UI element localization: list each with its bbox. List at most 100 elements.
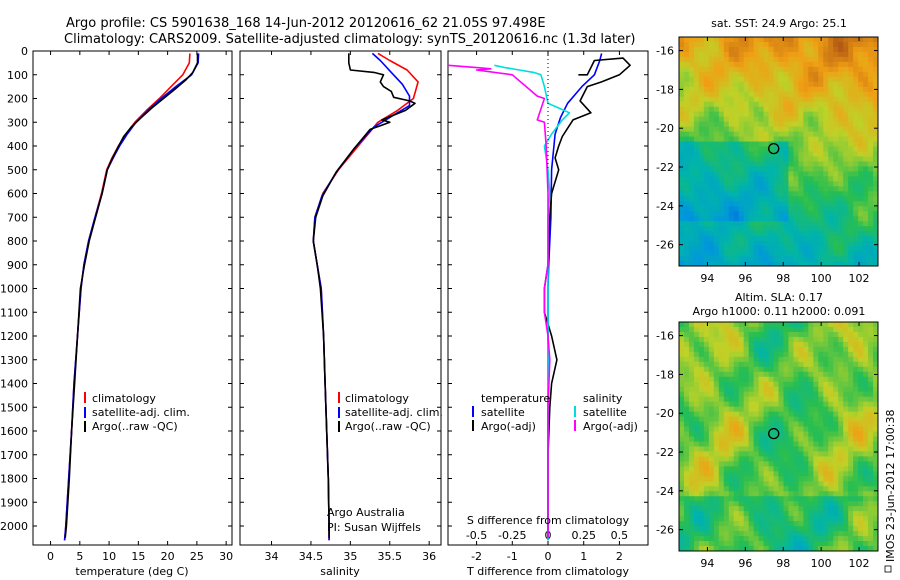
map-cell — [743, 91, 750, 98]
map-cell — [688, 146, 695, 153]
map-cell — [713, 201, 720, 207]
map-cell — [788, 261, 795, 266]
map-cell — [713, 146, 720, 153]
map-cell — [693, 51, 700, 58]
map-cell — [733, 421, 740, 428]
map-cell — [683, 546, 690, 551]
map-cell — [813, 491, 819, 497]
map-cell — [868, 206, 874, 212]
map-cell — [748, 401, 755, 408]
map-cell — [748, 121, 755, 128]
map-cell — [748, 421, 755, 428]
map-cell — [743, 131, 750, 138]
map-cell — [798, 371, 804, 378]
map-cell — [743, 41, 750, 48]
map-cell — [753, 126, 760, 133]
map-cell — [743, 181, 750, 187]
map-cell — [753, 146, 760, 153]
map-cell — [833, 476, 839, 482]
map-cell — [853, 486, 859, 492]
map-cell — [753, 476, 760, 482]
map-cell — [753, 256, 760, 262]
map-cell — [843, 201, 849, 207]
map-cell — [808, 226, 814, 232]
map-cell — [743, 116, 750, 123]
map-cell — [703, 322, 710, 328]
map-cell — [868, 471, 874, 477]
map-cell — [818, 471, 824, 477]
map-cell — [788, 41, 795, 48]
map-cell — [733, 171, 740, 177]
map-cell — [813, 381, 819, 388]
map-cell — [679, 126, 685, 133]
map-cell — [728, 241, 735, 247]
map-cell — [848, 181, 854, 187]
map-cell — [703, 436, 710, 443]
map-cell — [728, 196, 735, 202]
map-cell — [873, 221, 878, 227]
map-cell — [783, 201, 790, 207]
map-cell — [853, 216, 859, 222]
map-cell — [813, 71, 819, 78]
map-cell — [808, 101, 814, 108]
map-cell — [703, 526, 710, 532]
map-cell — [868, 451, 874, 458]
map-cell — [868, 226, 874, 232]
map-cell — [778, 351, 785, 358]
map-cell — [843, 181, 849, 187]
map-cell — [873, 236, 878, 242]
map-cell — [743, 76, 750, 83]
map-cell — [823, 126, 829, 133]
map-cell — [808, 366, 814, 373]
map-cell — [793, 491, 799, 497]
map-cell — [758, 501, 765, 507]
map-cell — [728, 176, 735, 182]
map-cell — [823, 66, 829, 73]
map-cell — [693, 436, 700, 443]
map-cell — [873, 146, 878, 153]
map-cell — [798, 322, 804, 328]
map-cell — [818, 331, 824, 338]
map-cell — [733, 236, 740, 242]
map-cell — [863, 171, 869, 177]
map-cell — [783, 376, 790, 383]
y-tick-label: -22 — [656, 161, 674, 174]
map-cell — [773, 391, 780, 398]
map-cell — [833, 541, 839, 547]
map-cell — [728, 151, 735, 158]
map-cell — [823, 91, 829, 98]
map-cell — [753, 406, 760, 413]
map-cell — [743, 436, 750, 443]
map-cell — [793, 236, 799, 242]
map-cell — [813, 261, 819, 266]
map-cell — [768, 536, 775, 542]
y-tick-label: -26 — [656, 524, 674, 537]
map-cell — [768, 211, 775, 217]
map-cell — [853, 116, 859, 123]
map-cell — [773, 536, 780, 542]
map-cell — [838, 71, 844, 78]
map-cell — [868, 446, 874, 453]
map-cell — [679, 81, 685, 88]
map-cell — [833, 461, 839, 467]
map-cell — [723, 366, 730, 373]
map-cell — [793, 326, 799, 333]
map-cell — [853, 166, 859, 173]
map-cell — [853, 491, 859, 497]
map-cell — [708, 201, 715, 207]
map-cell — [758, 446, 765, 453]
map-cell — [733, 326, 740, 333]
map-cell — [733, 141, 740, 148]
map-cell — [728, 91, 735, 98]
map-cell — [858, 326, 864, 333]
map-cell — [758, 131, 765, 138]
map-cell — [698, 476, 705, 482]
map-cell — [748, 251, 755, 257]
map-cell — [848, 166, 854, 173]
map-cell — [843, 426, 849, 433]
map-cell — [679, 411, 685, 418]
map-cell — [728, 341, 735, 348]
map-cell — [688, 81, 695, 88]
map-cell — [758, 96, 765, 103]
map-cell — [818, 201, 824, 207]
